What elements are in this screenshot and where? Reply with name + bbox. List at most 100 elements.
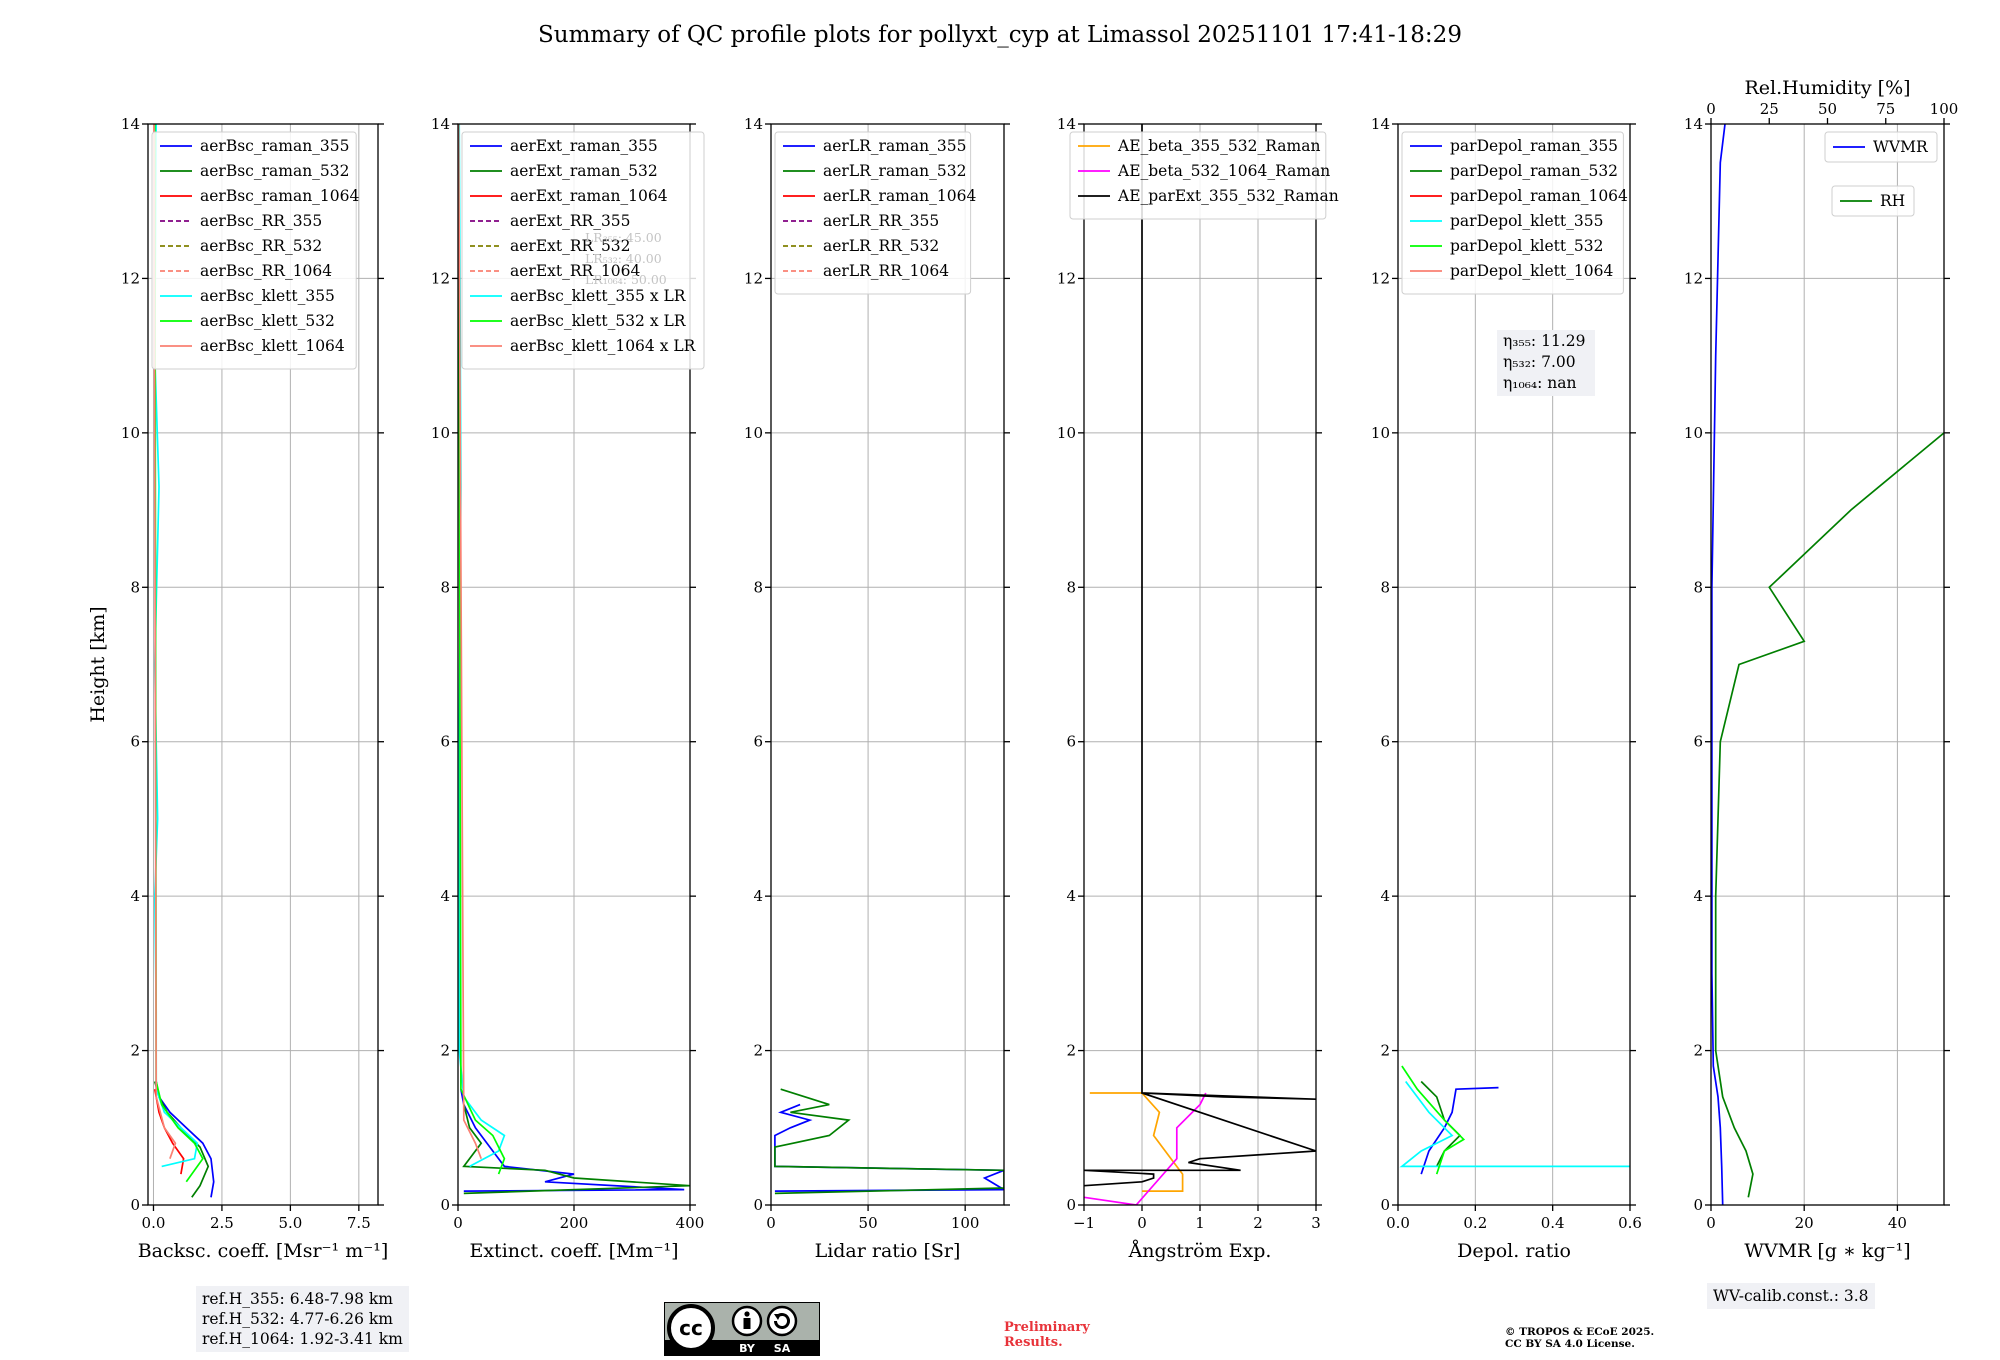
series-line-AE_beta_355_532_Raman [1089, 1092, 1184, 1192]
wv-calib-box: WV-calib.const.: 3.8 [1707, 1283, 1875, 1309]
y-tick-label: 0 [1380, 1196, 1390, 1214]
series-group [1711, 124, 1944, 1205]
top-tick-label: 25 [1760, 100, 1779, 118]
ref-height-355: ref.H_355: 6.48-7.98 km [202, 1290, 393, 1308]
legend-label: parDepol_raman_1064 [1450, 187, 1628, 205]
y-tick-label: 8 [440, 578, 450, 596]
annotation-text: η₃₅₅: 11.29 [1503, 332, 1585, 350]
y-tick-label: 0 [1066, 1196, 1076, 1214]
y-tick-label: 0 [440, 1196, 450, 1214]
legend-label: aerBsc_klett_1064 [200, 337, 345, 355]
legend-label: aerBsc_klett_1064 x LR [510, 337, 697, 355]
legend-label: parDepol_raman_355 [1450, 137, 1618, 155]
panel-depol: 0 2 4 6 8 10 12 14 0.0 0.2 0.4 0.6 Depol. ratio parDe… [1371, 115, 1642, 1262]
x-tick-label: 1 [1195, 1214, 1205, 1232]
x-tick-label: 0.2 [1463, 1214, 1487, 1232]
legend-label: parDepol_klett_532 [1450, 237, 1603, 255]
copyright-line-1: © TROPOS & ECoE 2025. [1505, 1326, 1655, 1338]
legend-label: aerLR_raman_1064 [823, 187, 976, 205]
top-axis-label: Rel.Humidity [%] [1744, 77, 1910, 99]
y-tick-label: 2 [1693, 1042, 1703, 1060]
annotation-text: LR₁₀₆₄: 50.00 [585, 272, 667, 287]
y-tick-label: 8 [1693, 578, 1703, 596]
y-tick-label: 4 [440, 887, 450, 905]
legend-label: aerBsc_klett_532 x LR [510, 312, 687, 330]
legend-label: aerExt_raman_355 [510, 137, 658, 155]
top-tick-label: 75 [1876, 100, 1895, 118]
annotation-text: LR₃₅₅: 45.00 [585, 230, 662, 245]
y-tick-label: 12 [744, 269, 763, 287]
series-group [1084, 124, 1316, 1205]
top-tick-label: 100 [1930, 100, 1959, 118]
legend-label: aerBsc_RR_1064 [200, 262, 332, 280]
preliminary-line-2: Results. [1004, 1335, 1063, 1350]
series-group [1399, 1065, 1630, 1175]
ref-height-box: ref.H_355: 6.48-7.98 km ref.H_532: 4.77-… [196, 1286, 409, 1352]
y-tick-label: 6 [1066, 733, 1076, 751]
x-tick-label: 0 [1137, 1214, 1147, 1232]
y-tick-label: 2 [753, 1042, 763, 1060]
svg-text:cc: cc [679, 1316, 703, 1340]
copyright-line-2: CC BY SA 4.0 License. [1505, 1338, 1635, 1350]
page-title: Summary of QC profile plots for pollyxt_… [538, 22, 1462, 48]
x-axis-label: WVMR [g ∗ kg⁻¹] [1744, 1240, 1910, 1262]
legend-label: aerBsc_RR_532 [200, 237, 322, 255]
x-tick-label: 0 [453, 1214, 463, 1232]
y-tick-label: 12 [1684, 269, 1703, 287]
x-tick-label: 0.4 [1541, 1214, 1565, 1232]
top-tick-label: 0 [1706, 100, 1716, 118]
series-line-aerBsc_klett_1064 x LR [458, 124, 482, 1159]
legend-label: aerLR_raman_532 [823, 162, 966, 180]
x-tick-label: 40 [1888, 1214, 1907, 1232]
y-tick-label: 10 [744, 424, 763, 442]
y-tick-label: 14 [431, 115, 450, 133]
y-tick-label: 8 [130, 578, 140, 596]
y-tick-label: 12 [1057, 269, 1076, 287]
legend-label: RH [1880, 192, 1905, 210]
legend-box [461, 131, 705, 370]
panel-lr: 0 2 4 6 8 10 12 14 0 50 100 Lidar ratio [Sr] aerLR_r… [744, 115, 1010, 1262]
legend-box [774, 131, 972, 295]
y-tick-label: 4 [1066, 887, 1076, 905]
y-tick-label: 14 [121, 115, 140, 133]
y-tick-label: 4 [753, 887, 763, 905]
legend-label: aerExt_RR_1064 [510, 262, 641, 280]
y-tick-label: 0 [753, 1196, 763, 1214]
annotation-text: η₁₀₆₄: nan [1503, 374, 1577, 392]
legend-label: aerExt_RR_355 [510, 212, 631, 230]
annotation-text: η₅₃₂: 7.00 [1503, 353, 1576, 371]
y-tick-label: 6 [130, 733, 140, 751]
annotation-text: LR₅₃₂: 40.00 [585, 251, 662, 266]
x-tick-label: 400 [676, 1214, 705, 1232]
legend-box [1069, 131, 1327, 220]
x-tick-label: 3 [1311, 1214, 1321, 1232]
y-tick-label: 12 [121, 269, 140, 287]
x-tick-label: 0.0 [142, 1214, 166, 1232]
legend-label: AE_parExt_355_532_Raman [1117, 187, 1339, 205]
x-tick-label: 100 [951, 1214, 980, 1232]
legend-label: AE_beta_532_1064_Raman [1117, 162, 1330, 180]
series-line-parDepol_klett_532 [1401, 1065, 1466, 1175]
y-tick-label: 4 [1693, 887, 1703, 905]
series-group [774, 1088, 1004, 1195]
annotation-box [1497, 330, 1595, 396]
legend-label: aerLR_RR_1064 [823, 262, 949, 280]
legend-label: aerBsc_raman_1064 [200, 187, 360, 205]
series-group [458, 124, 690, 1195]
preliminary-line-1: Preliminary [1004, 1320, 1090, 1335]
panel-bsc: 0 2 4 6 8 10 12 14 0.0 2.5 5.0 7.5 Backsc. coeff. [M… [121, 115, 388, 1262]
y-tick-label: 2 [1066, 1042, 1076, 1060]
x-tick-label: 5.0 [278, 1214, 302, 1232]
x-tick-label: 0.0 [1386, 1214, 1410, 1232]
y-tick-label: 10 [1684, 424, 1703, 442]
badge-by-label: BY [739, 1342, 756, 1355]
copyright-note: © TROPOS & ECoE 2025. CC BY SA 4.0 Licen… [1505, 1326, 1654, 1350]
cc-license-badge: cc BY SA [664, 1302, 820, 1356]
top-tick-label: 50 [1818, 100, 1837, 118]
legend-box [1831, 185, 1915, 217]
y-tick-label: 6 [440, 733, 450, 751]
x-tick-label: 0.6 [1618, 1214, 1642, 1232]
